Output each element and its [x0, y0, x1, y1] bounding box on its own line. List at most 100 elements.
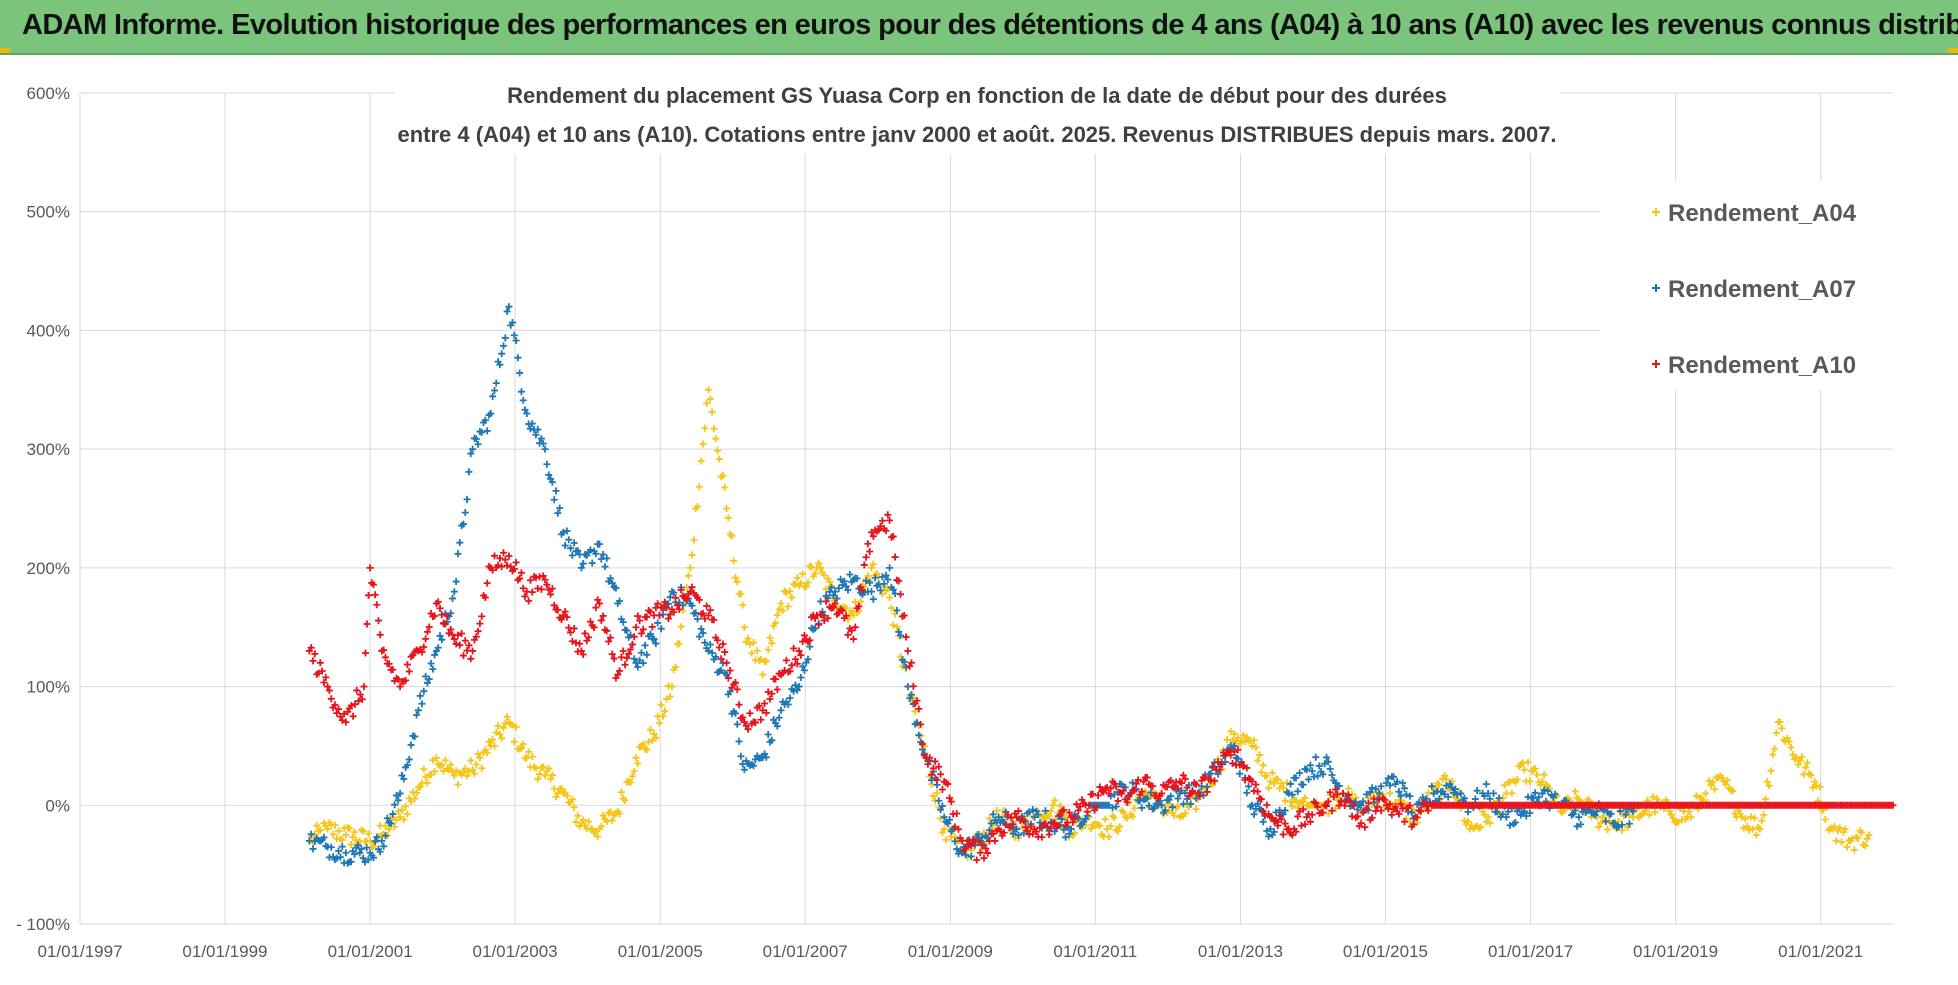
y-tick-label: - 100%: [16, 915, 70, 934]
data-point: [1094, 792, 1102, 800]
data-point: [371, 591, 379, 599]
data-point: [1827, 824, 1835, 832]
data-point: [1129, 779, 1137, 787]
data-point: [521, 592, 529, 600]
data-point: [937, 770, 945, 778]
data-point: [545, 586, 553, 594]
data-point: [697, 625, 705, 633]
data-point: [866, 579, 874, 587]
data-point: [1444, 793, 1452, 801]
data-point: [851, 623, 859, 631]
data-point: [1335, 782, 1343, 790]
data-point: [510, 565, 518, 573]
data-point: [1332, 804, 1340, 812]
data-point: [351, 700, 359, 708]
data-point: [612, 674, 620, 682]
data-point: [1841, 825, 1849, 833]
data-point: [721, 648, 729, 656]
corner-mark-top-left: [0, 48, 10, 53]
data-point: [732, 574, 739, 582]
data-point: [1056, 811, 1064, 819]
data-point: [1428, 782, 1436, 790]
data-point: [1749, 825, 1757, 833]
data-point: [1263, 801, 1271, 809]
data-point: [1858, 828, 1866, 836]
data-point: [1571, 787, 1579, 795]
data-point: [517, 569, 525, 577]
data-point: [714, 447, 722, 455]
data-point: [465, 767, 473, 775]
data-point: [1651, 808, 1659, 816]
data-point: [1442, 775, 1450, 783]
data-point: [1225, 746, 1233, 754]
data-point: [307, 644, 315, 652]
data-point: [1486, 795, 1494, 803]
data-point: [1110, 791, 1118, 798]
data-point: [1004, 811, 1012, 819]
data-point: [1776, 718, 1784, 726]
data-point: [824, 614, 832, 622]
data-point: [1283, 825, 1291, 833]
data-point: [1174, 795, 1182, 803]
data-point: [383, 814, 391, 822]
data-point: [887, 604, 895, 612]
data-point: [338, 836, 346, 844]
data-point: [429, 756, 437, 764]
data-point: [947, 798, 955, 806]
data-point: [1296, 769, 1304, 777]
data-point: [773, 611, 781, 619]
data-point: [496, 554, 504, 562]
data-point: [1082, 801, 1090, 809]
data-point: [452, 767, 460, 775]
data-point: [467, 655, 475, 663]
data-point: [1395, 788, 1403, 796]
x-tick-label: 01/01/2019: [1633, 942, 1718, 961]
data-point: [1071, 813, 1079, 821]
data-point: [627, 645, 635, 653]
data-point: [558, 784, 566, 792]
data-point: [1391, 803, 1399, 811]
data-point: [978, 841, 986, 849]
data-point: [373, 601, 381, 609]
data-point: [434, 598, 442, 606]
data-point: [975, 830, 983, 838]
data-point: [1390, 773, 1398, 781]
data-point: [857, 598, 865, 606]
data-point: [543, 460, 551, 468]
data-point: [1359, 808, 1367, 816]
data-point: [1736, 810, 1744, 818]
data-point: [1366, 788, 1374, 796]
data-point: [1646, 811, 1654, 819]
data-point: [521, 754, 529, 762]
data-point: [630, 767, 638, 775]
data-point: [567, 628, 575, 636]
data-point: [359, 854, 367, 862]
data-point: [543, 581, 551, 589]
data-point: [802, 583, 810, 591]
data-point: [989, 810, 997, 818]
data-point: [869, 532, 877, 540]
data-point: [984, 849, 992, 857]
data-point: [744, 635, 752, 643]
data-point: [552, 793, 560, 801]
data-point: [623, 627, 631, 635]
data-point: [392, 816, 400, 824]
data-point: [1114, 827, 1122, 835]
data-point: [786, 587, 794, 595]
data-point: [710, 616, 718, 624]
data-point: [1073, 800, 1081, 808]
data-point: [1511, 818, 1519, 826]
data-point: [1368, 814, 1376, 822]
data-point: [523, 410, 531, 418]
data-point: [1027, 822, 1035, 830]
data-point: [1254, 757, 1262, 765]
data-point: [1254, 800, 1262, 808]
data-point: [396, 683, 404, 691]
data-point: [369, 843, 377, 851]
data-point: [1234, 746, 1242, 754]
data-point: [1350, 802, 1358, 810]
data-point: [717, 655, 725, 663]
data-point: [570, 803, 578, 811]
data-point: [1435, 795, 1443, 803]
data-point: [599, 612, 607, 620]
